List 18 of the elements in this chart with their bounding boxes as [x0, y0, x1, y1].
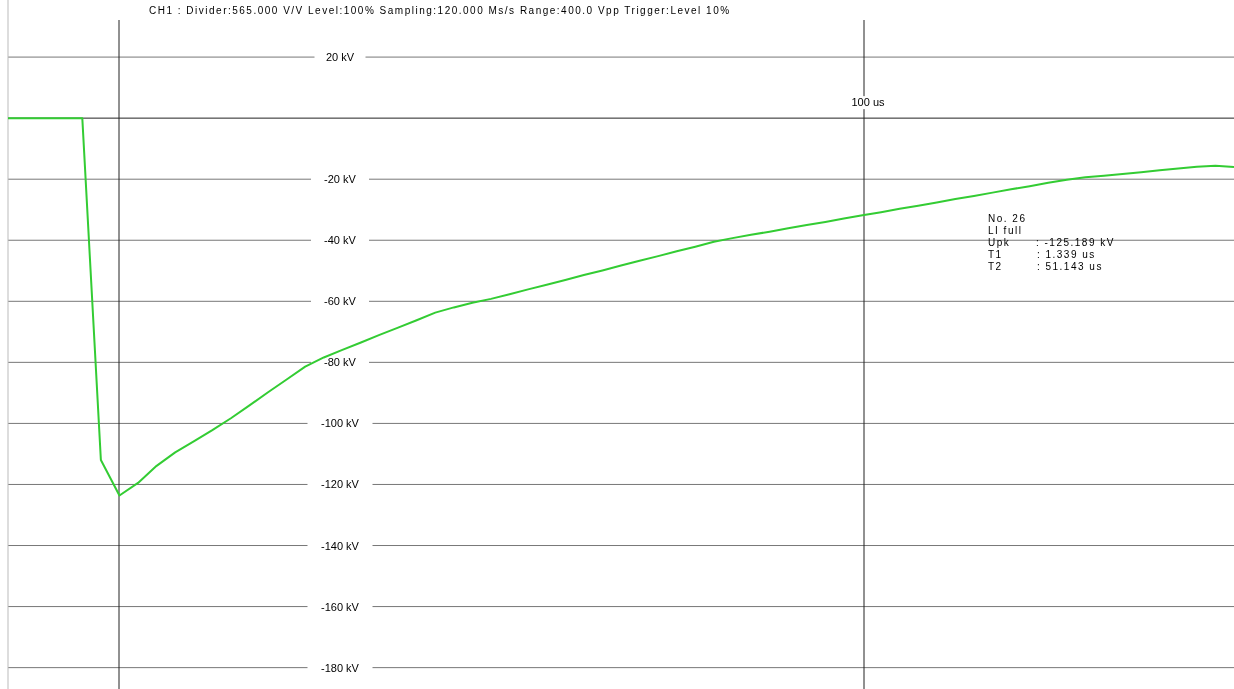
y-tick-label: 20 kV — [325, 51, 355, 64]
y-tick-label: -40 kV — [324, 234, 357, 247]
line-series — [7, 117, 1234, 497]
annotation: T2 : 51.143 us — [988, 261, 1103, 272]
annotation: LI full — [988, 225, 1023, 236]
y-tick-label: -160 kV — [321, 600, 360, 613]
text: CH1 : Divider:565.000 V/V Level:100% Sampling:120.000 Ms/s Range:400.0 Vpp Trigger:Level 10% — [149, 5, 731, 16]
annotation: Upk : -125.189 kV — [988, 237, 1115, 248]
y-tick-label: -20 kV — [324, 173, 357, 186]
y-tick-label: -140 kV — [321, 539, 360, 552]
y-tick-label: -100 kV — [321, 417, 360, 430]
y-tick-label: -60 kV — [324, 295, 357, 308]
annotation: T1 : 1.339 us — [988, 249, 1096, 260]
y-tick-label: -180 kV — [321, 661, 360, 674]
annotation: No. 26 — [988, 213, 1027, 224]
y-tick-label: -120 kV — [321, 478, 360, 491]
y-tick-label: -80 kV — [324, 356, 357, 369]
annotation: 100 us — [851, 96, 886, 109]
